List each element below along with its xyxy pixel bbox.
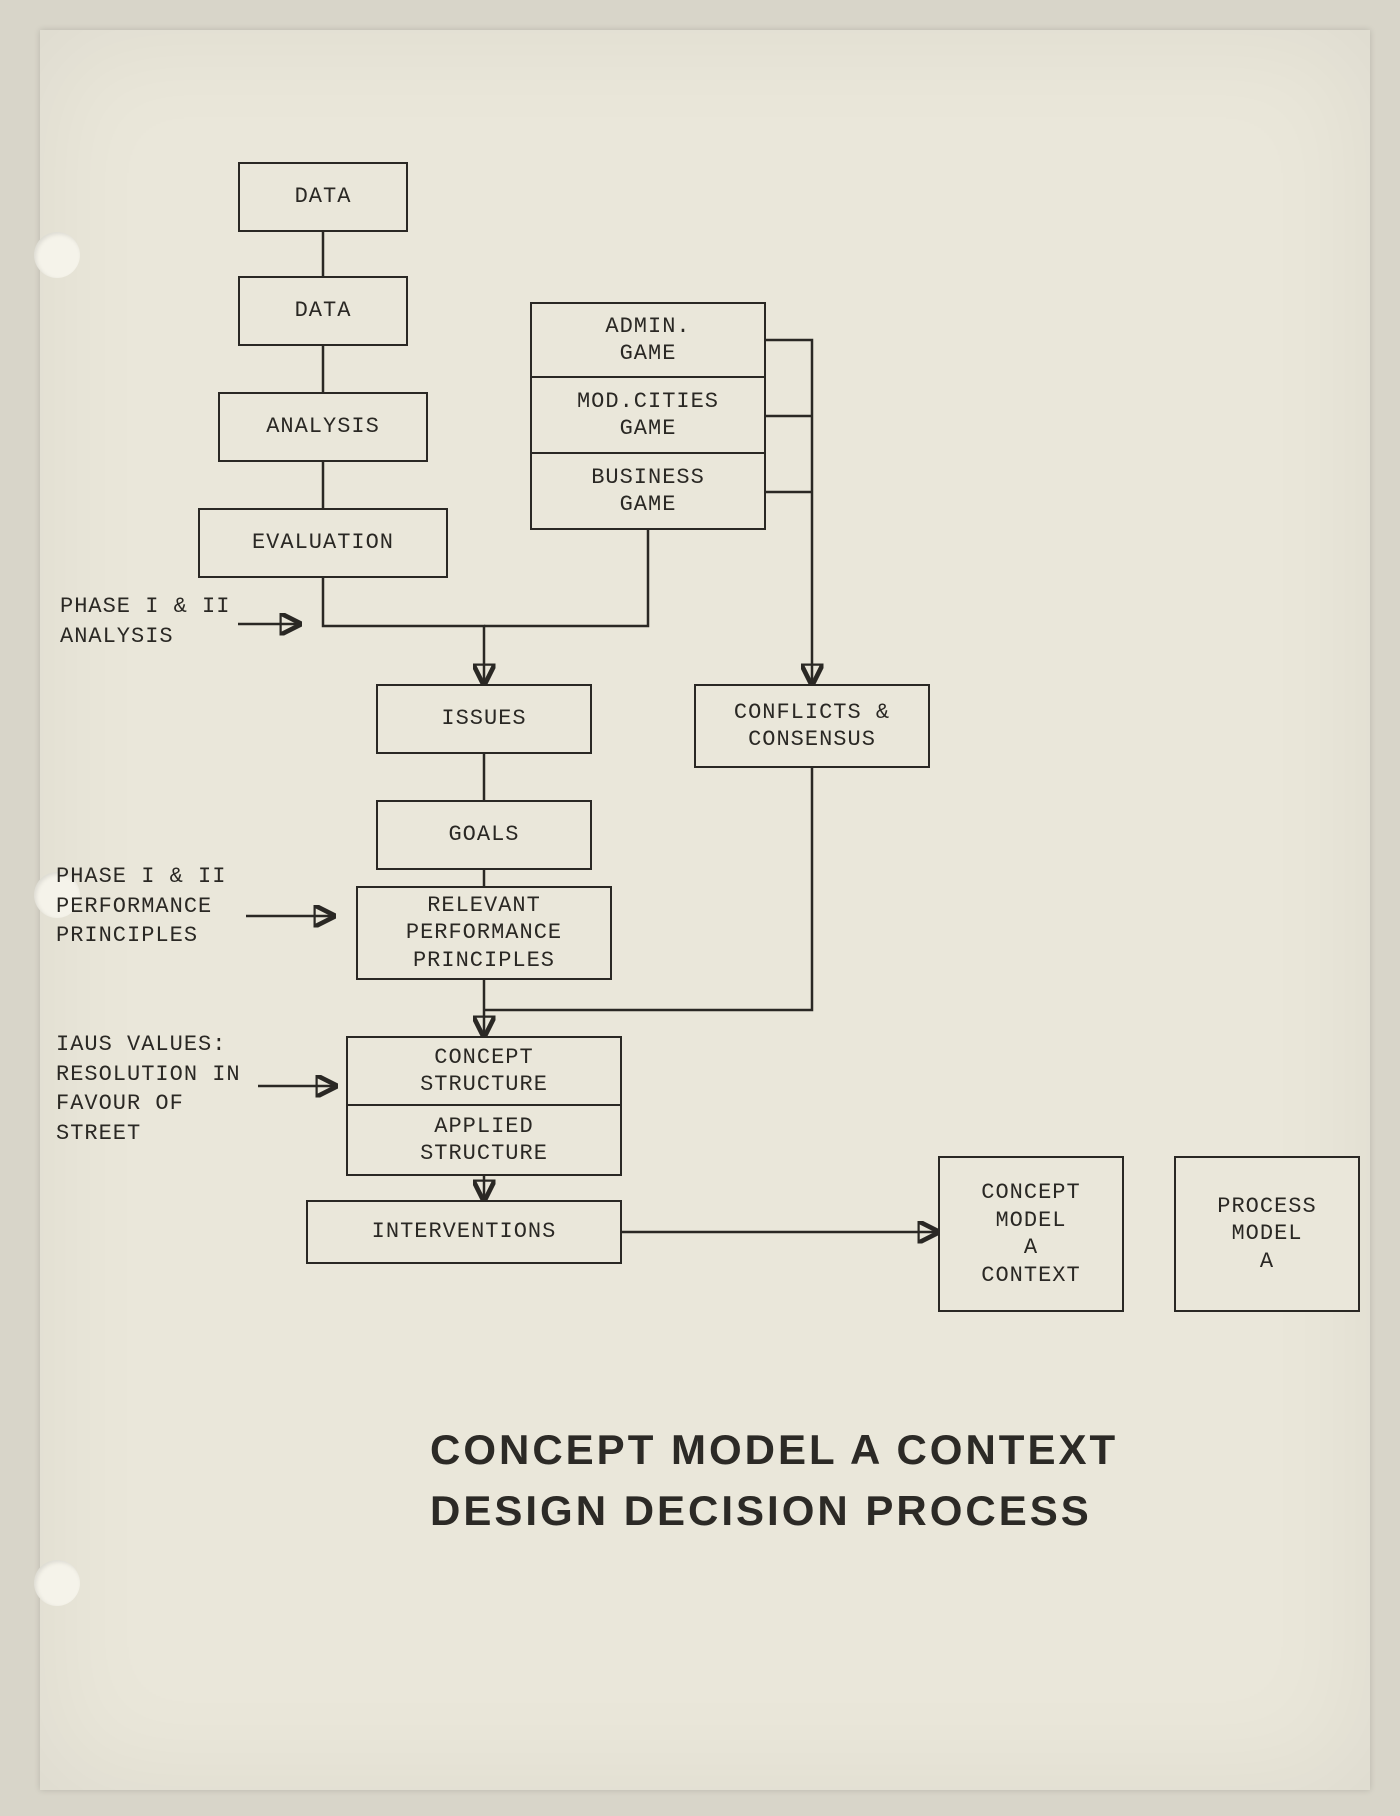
- node-relevant-performance-principles: RELEVANTPERFORMANCEPRINCIPLES: [356, 886, 612, 980]
- node-label: PROCESSMODELA: [1182, 1193, 1352, 1276]
- annotation-iaus-values: IAUS VALUES:RESOLUTION INFAVOUR OFSTREET: [56, 1030, 241, 1149]
- node-process-model-a: PROCESSMODELA: [1174, 1156, 1360, 1312]
- title-line-1: CONCEPT MODEL A CONTEXT: [430, 1420, 1118, 1481]
- node-conflicts-consensus: CONFLICTS &CONSENSUS: [694, 684, 930, 768]
- node-label: MOD.CITIESGAME: [538, 388, 758, 443]
- node-label: DATA: [246, 297, 400, 325]
- annotation-text: PHASE I & IIPERFORMANCEPRINCIPLES: [56, 864, 226, 948]
- node-applied-structure: APPLIEDSTRUCTURE: [346, 1106, 622, 1176]
- node-admin-game: ADMIN.GAME: [530, 302, 766, 378]
- node-label: RELEVANTPERFORMANCEPRINCIPLES: [364, 892, 604, 975]
- node-concept-structure: CONCEPTSTRUCTURE: [346, 1036, 622, 1106]
- node-business-game: BUSINESSGAME: [530, 454, 766, 530]
- annotation-text: IAUS VALUES:RESOLUTION INFAVOUR OFSTREET: [56, 1032, 241, 1146]
- node-label: CONCEPTMODELACONTEXT: [946, 1179, 1116, 1289]
- node-interventions: INTERVENTIONS: [306, 1200, 622, 1264]
- node-evaluation: EVALUATION: [198, 508, 448, 578]
- node-issues: ISSUES: [376, 684, 592, 754]
- punch-hole: [34, 1560, 80, 1606]
- node-label: DATA: [246, 183, 400, 211]
- punch-hole: [34, 232, 80, 278]
- node-label: EVALUATION: [206, 529, 440, 557]
- annotation-phase-performance: PHASE I & IIPERFORMANCEPRINCIPLES: [56, 862, 226, 951]
- annotation-text: PHASE I & IIANALYSIS: [60, 594, 230, 649]
- node-goals: GOALS: [376, 800, 592, 870]
- title-line-2: DESIGN DECISION PROCESS: [430, 1481, 1118, 1542]
- node-label: ISSUES: [384, 705, 584, 733]
- node-label: ADMIN.GAME: [538, 313, 758, 368]
- node-data-2: DATA: [238, 276, 408, 346]
- node-label: APPLIEDSTRUCTURE: [354, 1113, 614, 1168]
- node-analysis: ANALYSIS: [218, 392, 428, 462]
- annotation-phase-analysis: PHASE I & IIANALYSIS: [60, 592, 230, 651]
- node-data-1: DATA: [238, 162, 408, 232]
- node-label: BUSINESSGAME: [538, 464, 758, 519]
- page-title: CONCEPT MODEL A CONTEXT DESIGN DECISION …: [430, 1420, 1118, 1542]
- node-label: GOALS: [384, 821, 584, 849]
- node-label: CONFLICTS &CONSENSUS: [702, 699, 922, 754]
- node-label: ANALYSIS: [226, 413, 420, 441]
- node-label: INTERVENTIONS: [314, 1218, 614, 1246]
- node-mod-cities-game: MOD.CITIESGAME: [530, 378, 766, 454]
- node-concept-model-a-context: CONCEPTMODELACONTEXT: [938, 1156, 1124, 1312]
- node-label: CONCEPTSTRUCTURE: [354, 1044, 614, 1099]
